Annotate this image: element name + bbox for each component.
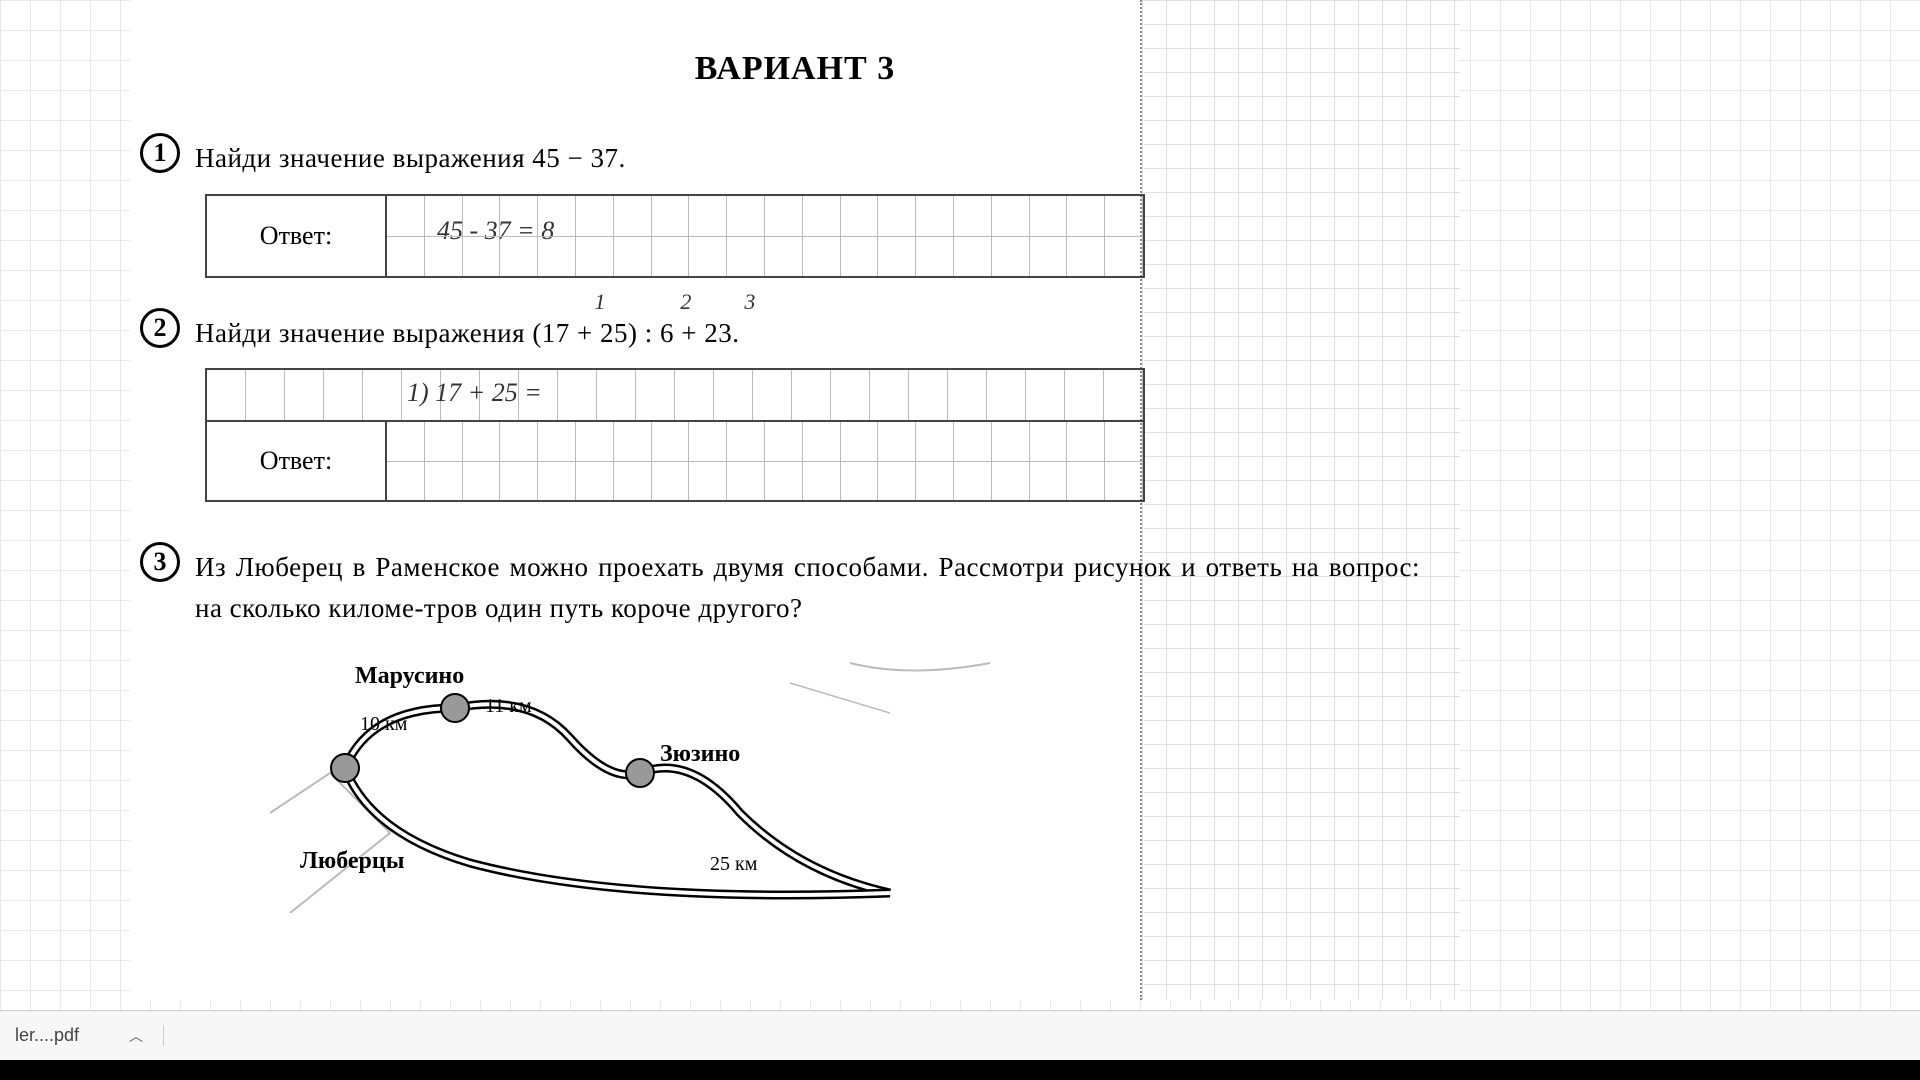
- answer-grid-1: Ответ: 45 - 37 = 8: [205, 194, 1145, 278]
- step-marker-2: 2: [680, 285, 692, 318]
- step-marker-1: 1: [594, 285, 606, 318]
- problem-1: 1 Найди значение выражения 45 − 37. Отве…: [150, 138, 1460, 278]
- page-title: ВАРИАНТ 3: [130, 50, 1460, 88]
- handwritten-work: 1) 17 + 25 =: [407, 378, 542, 408]
- dist-11km: 11 км: [485, 695, 532, 718]
- problem-text-prefix: Найди значение выражения: [195, 318, 532, 348]
- answer-label: Ответ:: [207, 422, 387, 500]
- download-bar: ler....pdf ︿: [0, 1010, 1920, 1060]
- dist-10km: 10 км: [360, 713, 407, 736]
- dist-25km: 25 км: [710, 853, 757, 876]
- problem-number-badge: 2: [140, 308, 180, 348]
- grid-cells[interactable]: [387, 422, 1143, 500]
- city-marusino: Марусино: [355, 663, 464, 690]
- problem-number-badge: 1: [140, 133, 180, 173]
- expression: (17 + 25) : 6 + 23.: [532, 318, 739, 348]
- answer-label: Ответ:: [207, 196, 387, 276]
- handwritten-answer: 45 - 37 = 8: [437, 216, 554, 246]
- download-filename: ler....pdf: [15, 1025, 79, 1046]
- route-map: Марусино Зюзино Люберцы 10 км 11 км 25 к…: [270, 653, 1070, 913]
- problem-3: 3 Из Люберец в Раменское можно проехать …: [150, 547, 1460, 913]
- expression-wrap: (17 + 25) : 6 + 23. 1 2 3: [532, 313, 739, 354]
- worksheet-page: ВАРИАНТ 3 1 Найди значение выражения 45 …: [130, 0, 1460, 1000]
- grid-cells[interactable]: 45 - 37 = 8: [387, 196, 1143, 276]
- step-marker-3: 3: [744, 285, 756, 318]
- problem-number-badge: 3: [140, 542, 180, 582]
- answer-grid-2: 1) 17 + 25 = Ответ:: [205, 368, 1145, 502]
- problem-text: Из Люберец в Раменское можно проехать дв…: [195, 547, 1460, 628]
- chevron-up-icon[interactable]: ︿: [129, 1026, 143, 1046]
- problem-text: Найди значение выражения (17 + 25) : 6 +…: [195, 313, 1460, 354]
- problem-text: Найди значение выражения 45 − 37.: [195, 138, 1460, 179]
- bottom-black-bar: [0, 1060, 1920, 1080]
- work-cells[interactable]: 1) 17 + 25 =: [207, 370, 1143, 420]
- city-zyuzino: Зюзино: [660, 741, 740, 768]
- problem-2: 2 Найди значение выражения (17 + 25) : 6…: [150, 313, 1460, 503]
- download-item[interactable]: ler....pdf ︿: [15, 1025, 164, 1046]
- city-lyubertsy: Люберцы: [300, 848, 404, 875]
